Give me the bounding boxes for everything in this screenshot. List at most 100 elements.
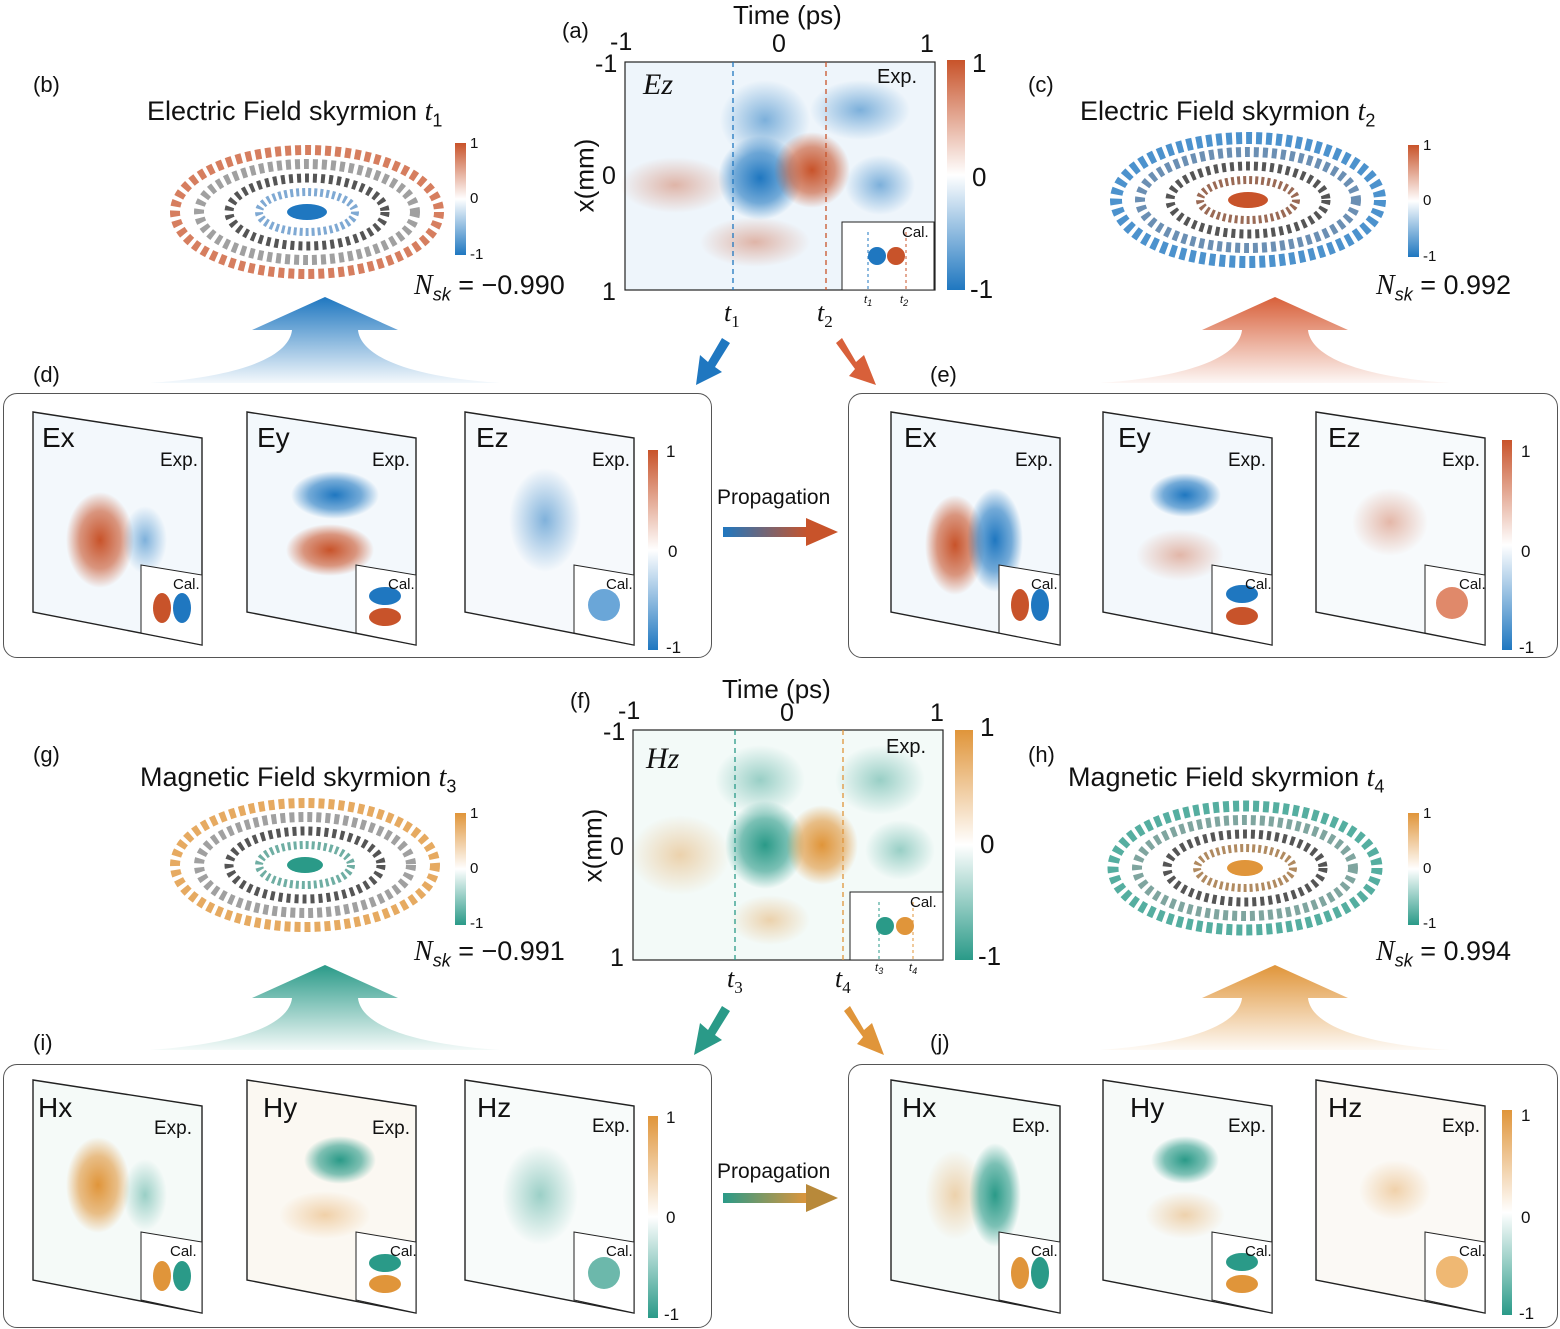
colorbar-h xyxy=(1408,813,1419,925)
cb-b-min: -1 xyxy=(470,246,484,263)
i-hy-cal: Cal. xyxy=(390,1243,417,1260)
cb-g-mid: 0 xyxy=(470,860,479,877)
colorbar-j xyxy=(1502,1110,1512,1315)
t4-label: t4 xyxy=(835,964,851,998)
x-tick-bottom-min: -1 xyxy=(603,718,626,746)
e-ey-exp: Exp. xyxy=(1228,450,1267,471)
i-hx-cal: Cal. xyxy=(170,1243,197,1260)
x-tick-top-max: 1 xyxy=(602,278,616,306)
label-i: (i) xyxy=(33,1030,53,1055)
i-hy-exp: Exp. xyxy=(372,1118,411,1139)
nsk-c: Nsk = 0.992 xyxy=(1376,270,1512,305)
d-ey-cal: Cal. xyxy=(388,576,415,593)
j-hy-cal: Cal. xyxy=(1245,1243,1272,1260)
i-hz-cal: Cal. xyxy=(606,1243,633,1260)
skyrmion-g xyxy=(170,798,440,932)
ez-colorbar-mid: 0 xyxy=(972,162,987,192)
hz-colorbar-min: -1 xyxy=(978,941,1002,971)
time-tick-top-max: 1 xyxy=(920,30,934,58)
propagation-top-label: Propagation xyxy=(717,486,831,509)
label-h: (h) xyxy=(1028,742,1055,767)
colorbar-d xyxy=(648,450,658,650)
x-axis-title-top: x(mm) xyxy=(569,138,600,213)
d-ez-cal: Cal. xyxy=(606,576,633,593)
j-hy-exp: Exp. xyxy=(1228,1116,1267,1137)
colorbar-i xyxy=(648,1116,658,1318)
d-ex-exp: Exp. xyxy=(160,450,199,471)
map-e-ex xyxy=(890,411,1061,646)
map-e-ez xyxy=(1315,411,1486,646)
e-ez-exp: Exp. xyxy=(1442,450,1481,471)
hz-field-label: Hz xyxy=(646,742,680,775)
j-hz-cal: Cal. xyxy=(1459,1243,1486,1260)
hz-cal-label: Cal. xyxy=(910,894,937,911)
skyrmion-g-title: Magnetic Field skyrmion t3 xyxy=(140,762,457,797)
x-tick-top-mid: 0 xyxy=(602,162,616,190)
ez-heatmap xyxy=(620,60,965,291)
map-j-hz xyxy=(1315,1079,1486,1314)
colorbar-b xyxy=(455,143,466,255)
map-i-hy xyxy=(246,1079,417,1314)
cb-b-max: 1 xyxy=(470,135,479,152)
propagation-bottom-label: Propagation xyxy=(717,1160,831,1183)
cb-d-mid: 0 xyxy=(668,542,678,561)
label-j: (j) xyxy=(930,1030,950,1055)
j-hx-exp: Exp. xyxy=(1012,1116,1051,1137)
cb-i-mid: 0 xyxy=(666,1208,676,1227)
e-ey-cal: Cal. xyxy=(1245,576,1272,593)
j-hz-label: Hz xyxy=(1328,1092,1363,1123)
i-hy-label: Hy xyxy=(263,1092,298,1123)
j-hz-exp: Exp. xyxy=(1442,1116,1481,1137)
t1-inset-label: t1 xyxy=(864,294,873,309)
cb-b-mid: 0 xyxy=(470,190,479,207)
j-hx-label: Hx xyxy=(902,1092,937,1123)
propagation-arrow-top xyxy=(723,518,838,546)
up-arrow-c xyxy=(1100,297,1450,383)
label-a: (a) xyxy=(562,18,589,43)
d-ex-cal: Cal. xyxy=(173,576,200,593)
time-axis-title-top: Time (ps) xyxy=(733,0,842,30)
e-ex-cal: Cal. xyxy=(1031,576,1058,593)
up-arrow-g xyxy=(150,965,500,1050)
cb-i-max: 1 xyxy=(666,1108,676,1127)
label-e: (e) xyxy=(930,362,957,387)
up-arrow-b xyxy=(150,297,500,383)
arrow-to-d xyxy=(696,338,730,385)
skyrmion-h-title: Magnetic Field skyrmion t4 xyxy=(1068,762,1385,797)
map-d-ez xyxy=(464,411,635,646)
label-f: (f) xyxy=(570,688,591,713)
t2-label: t2 xyxy=(817,298,833,332)
hz-exp-label: Exp. xyxy=(886,736,927,758)
skyrmion-c-title: Electric Field skyrmion t2 xyxy=(1080,96,1376,131)
ez-colorbar-min: -1 xyxy=(970,274,994,304)
cb-d-max: 1 xyxy=(666,442,676,461)
colorbar-e xyxy=(1502,440,1512,650)
cb-c-min: -1 xyxy=(1423,248,1437,265)
map-i-hz xyxy=(464,1079,635,1314)
i-hz-exp: Exp. xyxy=(592,1116,631,1137)
colorbar-g xyxy=(455,813,466,925)
time-tick-top-mid: 0 xyxy=(772,30,786,58)
ez-field-label: Ez xyxy=(643,68,673,101)
label-d: (d) xyxy=(33,362,60,387)
x-axis-title-bottom: x(mm) xyxy=(577,808,608,883)
arrow-to-i xyxy=(694,1006,730,1055)
label-b: (b) xyxy=(33,72,60,97)
hz-colorbar-max: 1 xyxy=(980,712,995,742)
propagation-arrow-bottom xyxy=(723,1184,838,1212)
ez-cal-label: Cal. xyxy=(902,224,929,241)
cb-h-mid: 0 xyxy=(1423,860,1432,877)
e-ez-cal: Cal. xyxy=(1459,576,1486,593)
hz-colorbar-mid: 0 xyxy=(980,829,995,859)
cb-e-min: -1 xyxy=(1519,638,1535,657)
cb-d-min: -1 xyxy=(666,638,682,657)
i-hz-label: Hz xyxy=(477,1092,512,1123)
map-i-hx xyxy=(32,1079,203,1314)
e-ez-label: Ez xyxy=(1328,422,1361,453)
ez-exp-label: Exp. xyxy=(877,66,918,88)
time-axis-title-bottom: Time (ps) xyxy=(722,674,831,704)
j-hy-label: Hy xyxy=(1130,1092,1165,1123)
d-ey-label: Ey xyxy=(257,422,290,453)
